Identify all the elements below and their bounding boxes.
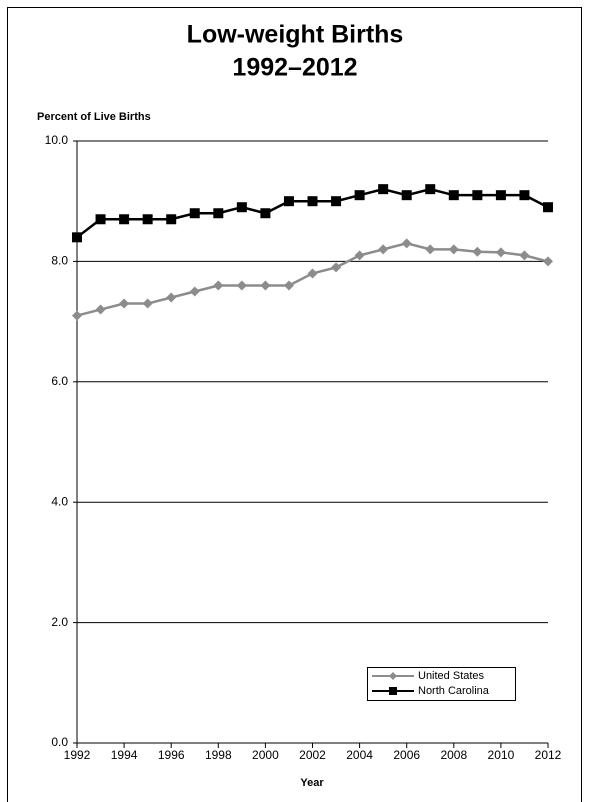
marker <box>519 250 530 261</box>
marker <box>331 262 342 273</box>
marker <box>189 286 200 297</box>
y-tick-label: 4.0 <box>51 494 68 508</box>
marker <box>95 304 106 315</box>
marker <box>119 298 130 309</box>
marker <box>189 208 200 219</box>
marker <box>472 246 483 257</box>
x-tick-label: 2010 <box>488 748 515 762</box>
x-tick-label: 1992 <box>64 748 91 762</box>
marker <box>142 298 153 309</box>
marker <box>448 244 459 255</box>
marker <box>307 196 318 207</box>
marker <box>213 208 224 219</box>
legend-marker <box>389 687 397 695</box>
marker <box>543 256 553 267</box>
marker <box>236 280 247 291</box>
marker <box>260 208 271 219</box>
marker <box>519 190 530 201</box>
y-tick-label: 10.0 <box>45 133 69 147</box>
marker <box>425 244 436 255</box>
marker <box>142 214 153 225</box>
marker <box>166 292 177 303</box>
marker <box>401 238 412 249</box>
marker <box>495 190 506 201</box>
marker <box>72 232 82 243</box>
marker <box>543 202 553 213</box>
x-tick-label: 2002 <box>299 748 326 762</box>
marker <box>495 247 506 258</box>
marker <box>331 196 342 207</box>
legend-label: North Carolina <box>418 685 490 697</box>
x-tick-label: 1998 <box>205 748 232 762</box>
marker <box>119 214 130 225</box>
marker <box>72 310 82 321</box>
marker <box>378 184 389 195</box>
marker <box>425 184 436 195</box>
marker <box>378 244 389 255</box>
x-tick-label: 2004 <box>346 748 373 762</box>
x-tick-label: 2008 <box>440 748 467 762</box>
legend-marker <box>389 672 397 680</box>
x-tick-label: 2000 <box>252 748 279 762</box>
y-tick-label: 8.0 <box>51 254 68 268</box>
y-tick-label: 6.0 <box>51 374 68 388</box>
x-tick-label: 2006 <box>393 748 420 762</box>
marker <box>95 214 106 225</box>
marker <box>354 190 365 201</box>
chart-title: Low-weight Births <box>187 21 404 49</box>
x-tick-label: 2012 <box>535 748 562 762</box>
marker <box>213 280 224 291</box>
marker <box>448 190 459 201</box>
marker <box>260 280 271 291</box>
marker <box>283 196 294 207</box>
marker <box>307 268 318 279</box>
legend-label: United States <box>418 670 485 682</box>
marker <box>401 190 412 201</box>
y-tick-label: 2.0 <box>51 615 68 629</box>
x-tick-label: 1996 <box>158 748 185 762</box>
marker <box>472 190 483 201</box>
x-axis-title: Year <box>300 777 324 789</box>
marker <box>236 202 247 213</box>
y-tick-label: 0.0 <box>51 735 68 749</box>
x-tick-label: 1994 <box>111 748 138 762</box>
marker <box>283 280 294 291</box>
marker <box>354 250 365 261</box>
marker <box>166 214 177 225</box>
frame <box>7 7 582 802</box>
y-axis-title: Percent of Live Births <box>37 111 151 123</box>
chart-subtitle: 1992–2012 <box>232 54 357 82</box>
